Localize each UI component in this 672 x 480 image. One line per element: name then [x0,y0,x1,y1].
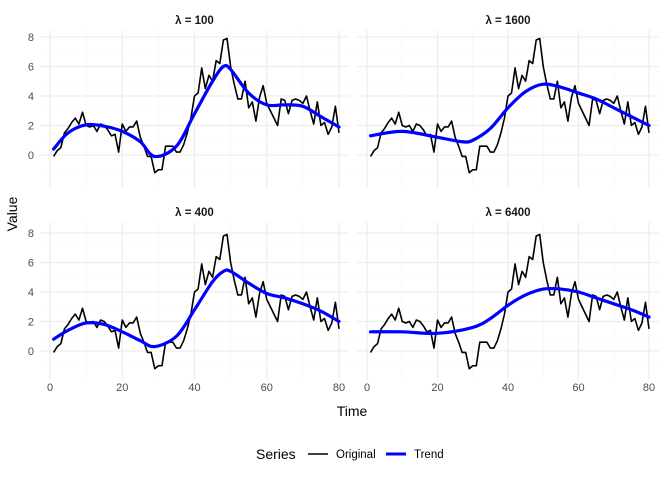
y-tick-label: 8 [28,228,34,240]
y-axis-label: Value [4,196,20,231]
legend: Series Original Trend [256,446,444,462]
x-tick-label: 20 [116,382,128,394]
x-tick-label: 80 [643,382,655,394]
y-tick-label: 4 [28,91,34,103]
panel-title: λ = 6400 [485,207,530,219]
trend-series-line [368,82,651,144]
legend-label-trend: Trend [414,449,444,461]
legend-label-original: Original [336,449,376,461]
y-tick-label: 6 [28,258,34,270]
y-tick-label: 2 [28,317,34,329]
x-axis-label: Time [337,403,368,419]
x-tick-label: 80 [333,382,345,394]
panel-title: λ = 400 [175,207,214,219]
x-tick-label: 40 [188,382,200,394]
trend-series-line [52,63,341,159]
trend-series-line [52,268,341,349]
y-tick-label: 0 [28,346,34,358]
x-tick-label: 0 [47,382,53,394]
legend-title: Series [256,446,296,462]
panel-1: λ = 100 0 2 4 6 8 [28,15,349,188]
x-tick-label: 40 [502,382,514,394]
x-tick-label: 20 [431,382,443,394]
panel-4: λ = 6400 0 20 40 60 80 [357,207,659,394]
y-tick-label: 8 [28,32,34,44]
y-tick-label: 4 [28,287,34,299]
trend-series-line [368,286,651,336]
x-tick-label: 0 [364,382,370,394]
panel-3: λ = 400 0 20 40 60 80 0 2 4 6 8 [28,207,349,394]
y-tick-label: 0 [28,150,34,162]
x-tick-label: 60 [261,382,273,394]
panel-2: λ = 1600 [357,15,659,188]
panel-title: λ = 1600 [485,15,530,27]
y-tick-label: 6 [28,62,34,74]
x-tick-label: 60 [572,382,584,394]
y-tick-label: 2 [28,121,34,133]
panel-title: λ = 100 [175,15,214,27]
